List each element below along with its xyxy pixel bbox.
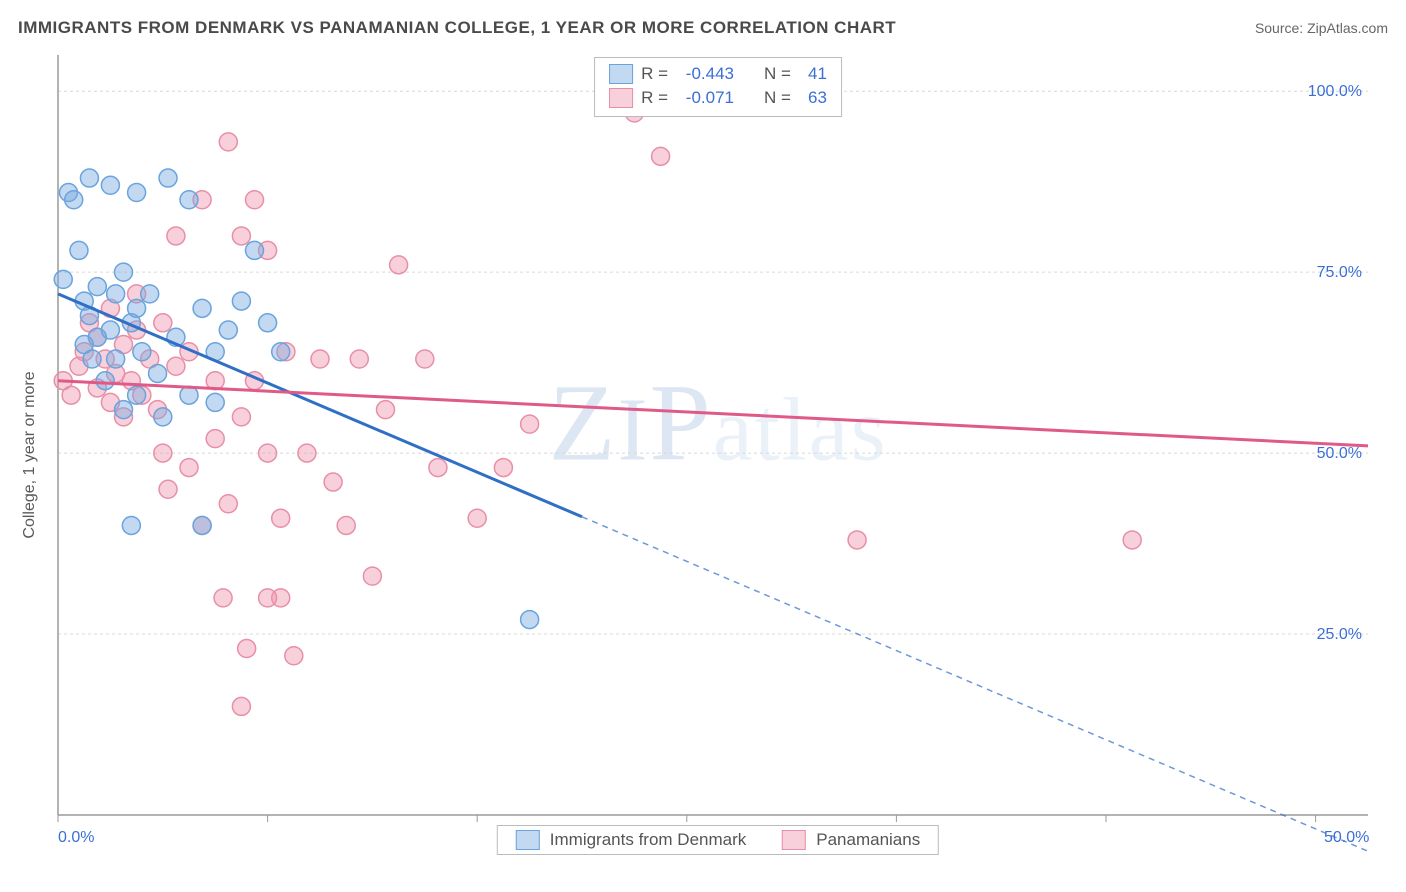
r-value: -0.443 bbox=[676, 64, 734, 84]
legend-swatch-icon bbox=[782, 830, 806, 850]
legend-swatch-icon bbox=[516, 830, 540, 850]
source-name[interactable]: ZipAtlas.com bbox=[1307, 20, 1388, 36]
plot-area: College, 1 year or more ZIPatlas 25.0%50… bbox=[48, 55, 1388, 855]
legend-item-label: Panamanians bbox=[816, 830, 920, 850]
svg-text:75.0%: 75.0% bbox=[1317, 264, 1362, 281]
svg-text:50.0%: 50.0% bbox=[1317, 445, 1362, 462]
r-label: R = bbox=[641, 88, 668, 108]
n-value: 41 bbox=[799, 64, 827, 84]
r-value: -0.071 bbox=[676, 88, 734, 108]
scatter-chart: 25.0% 50.0% 75.0% 100.0% bbox=[48, 55, 1388, 855]
n-label: N = bbox=[764, 64, 791, 84]
chart-title: IMMIGRANTS FROM DENMARK VS PANAMANIAN CO… bbox=[18, 18, 896, 38]
legend-item-panama: Panamanians bbox=[782, 830, 920, 850]
series-legend: Immigrants from Denmark Panamanians bbox=[497, 825, 939, 855]
x-axis-tick-label: 50.0% bbox=[1324, 829, 1369, 847]
n-label: N = bbox=[764, 88, 791, 108]
legend-swatch-icon bbox=[609, 64, 633, 84]
r-label: R = bbox=[641, 64, 668, 84]
chart-header: IMMIGRANTS FROM DENMARK VS PANAMANIAN CO… bbox=[18, 18, 1388, 38]
svg-text:100.0%: 100.0% bbox=[1308, 83, 1362, 100]
legend-row-panama: R = -0.071 N = 63 bbox=[609, 86, 827, 110]
legend-swatch-icon bbox=[609, 88, 633, 108]
legend-row-denmark: R = -0.443 N = 41 bbox=[609, 62, 827, 86]
y-axis-label: College, 1 year or more bbox=[21, 371, 39, 538]
chart-source: Source: ZipAtlas.com bbox=[1255, 20, 1388, 36]
n-value: 63 bbox=[799, 88, 827, 108]
x-axis-tick-label: 0.0% bbox=[58, 829, 94, 847]
legend-item-denmark: Immigrants from Denmark bbox=[516, 830, 746, 850]
legend-item-label: Immigrants from Denmark bbox=[550, 830, 746, 850]
svg-text:25.0%: 25.0% bbox=[1317, 626, 1362, 643]
source-label: Source: bbox=[1255, 20, 1303, 36]
correlation-legend: R = -0.443 N = 41 R = -0.071 N = 63 bbox=[594, 57, 842, 117]
